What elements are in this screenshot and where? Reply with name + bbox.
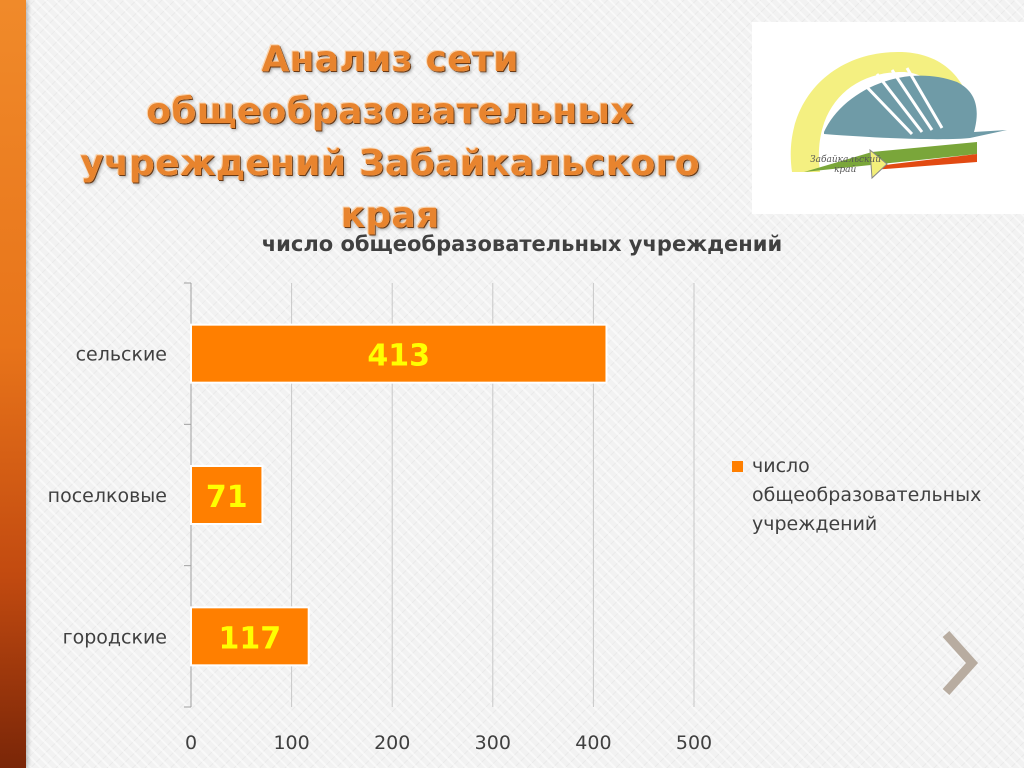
slide-title: Анализ сети общеобразовательных учрежден… bbox=[30, 34, 750, 242]
x-tick-label: 300 bbox=[475, 732, 511, 754]
bar-2 bbox=[190, 465, 264, 525]
bar-1 bbox=[190, 323, 608, 384]
slide-title-line2: учреждений Забайкальского края bbox=[80, 143, 700, 236]
bar-data-label: 71 bbox=[206, 480, 248, 515]
chart-legend: число общеобразовательных учреждений bbox=[732, 452, 1012, 539]
slide-title-line1: Анализ сети общеобразовательных bbox=[146, 39, 634, 132]
region-logo-graphic: Забайкальский край bbox=[790, 51, 1007, 180]
logo-text-line1: Забайкальский bbox=[810, 154, 881, 165]
x-tick-label: 200 bbox=[374, 732, 410, 754]
x-tick-label: 100 bbox=[273, 732, 309, 754]
chart-title: число общеобразовательных учреждений bbox=[261, 232, 783, 256]
legend-label-line3: учреждений bbox=[752, 513, 878, 535]
y-category-label: поселковые bbox=[48, 485, 167, 507]
x-tick-label: 400 bbox=[575, 732, 611, 754]
side-accent-strip bbox=[0, 0, 26, 768]
x-tick-label: 0 bbox=[185, 732, 197, 754]
bar-data-label: 117 bbox=[219, 621, 282, 656]
legend-label-line1: число bbox=[752, 455, 810, 477]
bar-3 bbox=[190, 606, 310, 667]
region-logo: Забайкальский край bbox=[752, 22, 1024, 214]
y-category-label: сельские bbox=[76, 344, 167, 366]
logo-text-line2: край bbox=[834, 165, 857, 175]
y-category-label: городские bbox=[63, 626, 167, 648]
x-tick-label: 500 bbox=[676, 732, 712, 754]
legend-label-line2: общеобразовательных bbox=[752, 484, 982, 506]
next-slide-chevron-icon[interactable] bbox=[938, 628, 982, 698]
legend-swatch bbox=[732, 461, 743, 472]
bar-data-label: 413 bbox=[367, 339, 430, 374]
